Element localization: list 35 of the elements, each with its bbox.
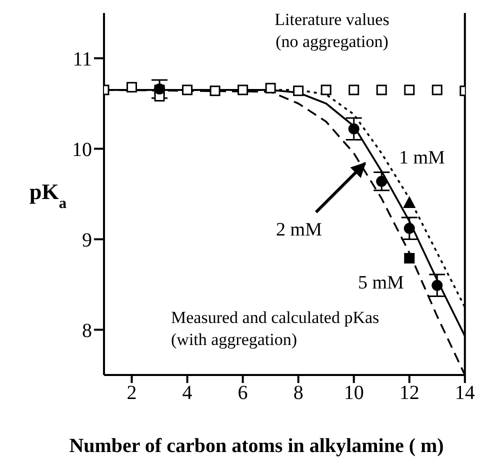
x-tick-label: 6 [238, 382, 248, 404]
x-tick-label: 8 [293, 382, 304, 404]
y-tick-label: 10 [72, 138, 92, 161]
annotation: 1 mM [399, 148, 446, 168]
annotation: Measured and calculated pKas (with aggregation) [171, 308, 380, 349]
point [404, 84, 415, 96]
x-tick-label: 12 [399, 382, 420, 404]
point [376, 84, 387, 96]
point [432, 280, 443, 291]
y-tick-label: 11 [72, 48, 92, 70]
y-tick-label: 9 [82, 229, 92, 252]
point [404, 222, 415, 234]
point [265, 82, 276, 94]
x-tick-label: 14 [454, 382, 475, 404]
point [432, 84, 442, 96]
x-axis-title: Number of carbon atoms in alkylamine ( m) [69, 435, 444, 457]
annotation: Literature values (no aggregation) [274, 10, 390, 51]
point [403, 196, 416, 208]
annotation: 5 mM [358, 272, 404, 294]
x-tick-label: 2 [126, 382, 137, 404]
point [238, 84, 248, 96]
y-tick-label: 8 [82, 320, 92, 342]
point [293, 86, 304, 96]
point [182, 84, 193, 96]
point [404, 253, 415, 264]
x-tick-label: 10 [344, 382, 364, 404]
point [348, 84, 360, 96]
point [210, 86, 220, 96]
point [376, 176, 388, 187]
point [126, 82, 138, 92]
point [320, 84, 332, 96]
annotation: 2 mM [276, 220, 322, 241]
x-tick-label: 4 [182, 382, 192, 404]
point [348, 123, 360, 134]
y-axis-title: pK$_{a}$ [29, 179, 67, 212]
